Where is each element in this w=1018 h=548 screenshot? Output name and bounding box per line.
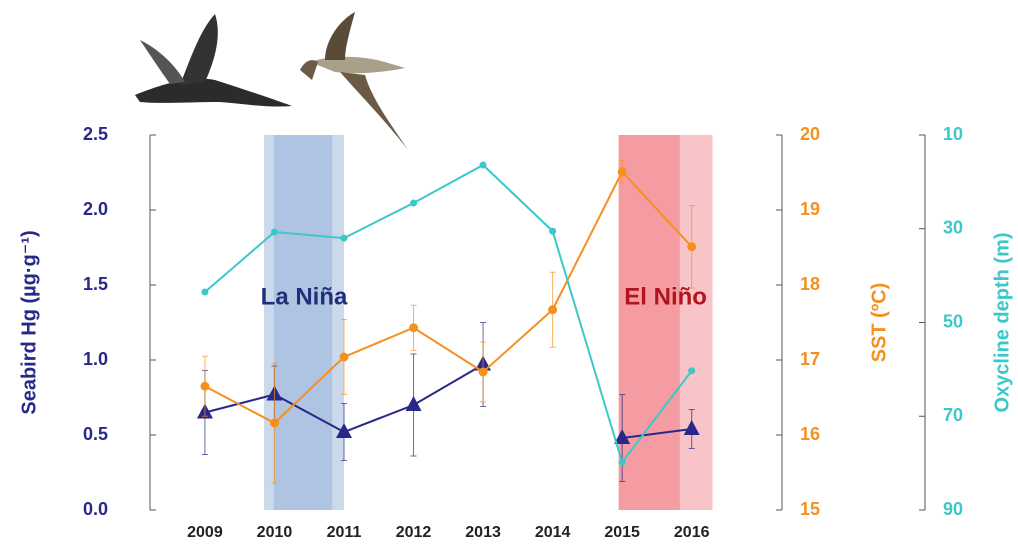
band-label: El Niño xyxy=(624,283,707,310)
marker xyxy=(270,228,278,236)
y-tick-label: 30 xyxy=(943,218,963,238)
x-tick-label: 2010 xyxy=(257,524,293,541)
booby-wing xyxy=(340,72,408,150)
y-tick-label: 10 xyxy=(943,124,963,144)
booby xyxy=(310,56,405,74)
x-tick-label: 2009 xyxy=(187,524,223,541)
marker xyxy=(548,305,558,315)
y-tick-label: 18 xyxy=(800,274,820,294)
y-tick-label: 19 xyxy=(800,199,820,219)
x-tick-label: 2011 xyxy=(327,524,362,541)
cormorant xyxy=(135,78,292,107)
marker xyxy=(618,458,626,466)
marker xyxy=(409,323,419,333)
y-tick-label: 0.0 xyxy=(83,499,108,519)
cormorant-wing-back xyxy=(140,40,185,84)
y-tick-label: 0.5 xyxy=(83,424,108,444)
y-tick-label: 20 xyxy=(800,124,820,144)
marker xyxy=(479,161,487,169)
booby-tail xyxy=(300,60,318,80)
marker xyxy=(549,227,557,235)
band-core xyxy=(273,135,333,510)
band-core xyxy=(618,135,680,510)
x-tick-label: 2012 xyxy=(396,524,432,541)
series-line xyxy=(204,163,693,465)
band-label: La Niña xyxy=(261,283,348,310)
x-tick-label: 2015 xyxy=(604,524,640,541)
x-tick-label: 2013 xyxy=(465,524,501,541)
marker xyxy=(269,418,279,428)
y-tick-label: 70 xyxy=(943,405,963,425)
y-tick-label: 1.0 xyxy=(83,349,108,369)
booby-wing-up xyxy=(325,12,355,60)
y-tick-label: 90 xyxy=(943,499,963,519)
marker xyxy=(410,199,418,207)
marker xyxy=(688,367,696,375)
marker xyxy=(200,381,210,391)
marker xyxy=(201,288,209,296)
marker xyxy=(340,234,348,242)
y-tick-label: 50 xyxy=(943,311,963,331)
series-line xyxy=(204,170,693,425)
x-tick-label: 2014 xyxy=(535,524,571,541)
marker xyxy=(336,423,353,438)
x-tick-label: 2016 xyxy=(674,524,710,541)
y-tick-label: 1.5 xyxy=(83,274,108,294)
axis-title: SST (ºC) xyxy=(868,283,890,363)
marker xyxy=(614,429,631,444)
marker xyxy=(617,167,627,177)
bird-illustrations xyxy=(135,12,408,150)
marker xyxy=(339,352,349,362)
y-tick-label: 2.5 xyxy=(83,124,108,144)
axis-title: Seabird Hg (µg·g⁻¹) xyxy=(18,230,40,414)
y-tick-label: 15 xyxy=(800,499,820,519)
axis-title: Oxycline depth (m) xyxy=(991,232,1013,412)
y-tick-label: 2.0 xyxy=(83,199,108,219)
y-tick-label: 17 xyxy=(800,349,820,369)
marker xyxy=(687,242,697,252)
y-tick-label: 16 xyxy=(800,424,820,444)
cormorant-wing xyxy=(180,14,218,85)
marker xyxy=(683,420,700,435)
marker xyxy=(478,367,488,377)
marker xyxy=(405,396,422,411)
